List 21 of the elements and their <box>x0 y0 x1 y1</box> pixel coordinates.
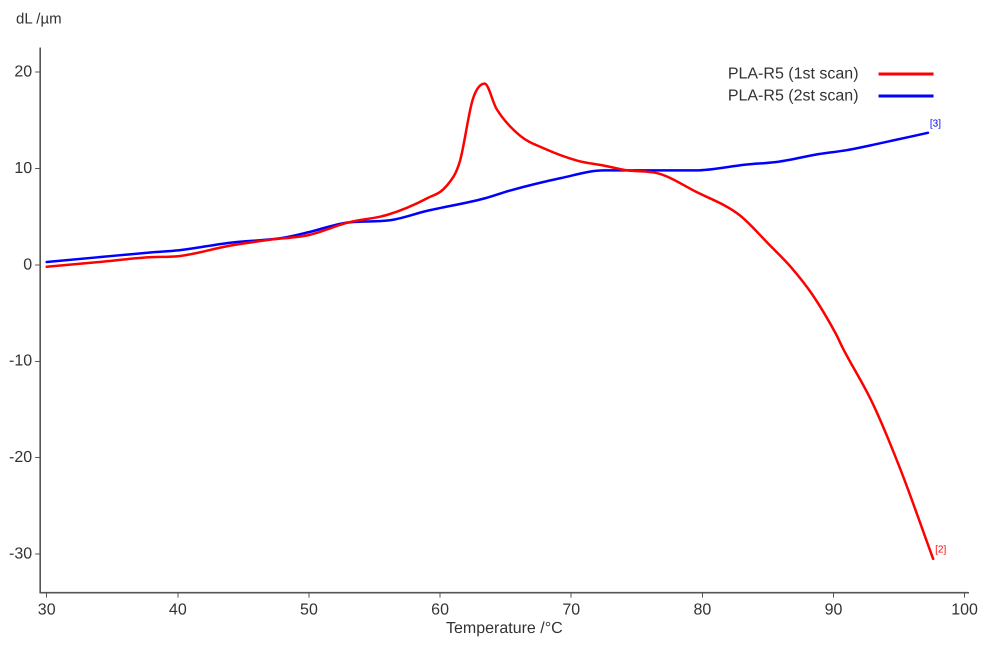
y-tick-label: 20 <box>14 64 32 81</box>
x-tick-label: 50 <box>300 602 318 619</box>
x-tick-label: 60 <box>431 602 450 619</box>
legend-label: PLA-R5 (2st scan) <box>728 87 859 104</box>
x-tick-label: 70 <box>562 602 580 619</box>
line-series <box>45 132 930 264</box>
x-tick-label: 80 <box>693 602 712 619</box>
annotation: [2] <box>935 544 946 556</box>
y-axis-title: dL /µm <box>16 10 62 28</box>
y-tick-label: -30 <box>9 545 32 562</box>
annotation: [3] <box>930 118 942 130</box>
y-tick-label: 10 <box>14 160 32 177</box>
y-tick-label: 0 <box>23 256 32 274</box>
x-tick-label: 40 <box>168 602 187 619</box>
x-tick-label: 100 <box>951 602 978 619</box>
y-tick-label: -10 <box>9 352 32 370</box>
legend-label: PLA-R5 (1st scan) <box>728 65 859 82</box>
x-axis-title: Temperature /°C <box>446 620 563 637</box>
x-tick-label: 90 <box>824 602 842 619</box>
y-tick-label: -20 <box>9 449 32 466</box>
x-tick-label: 30 <box>38 602 56 619</box>
